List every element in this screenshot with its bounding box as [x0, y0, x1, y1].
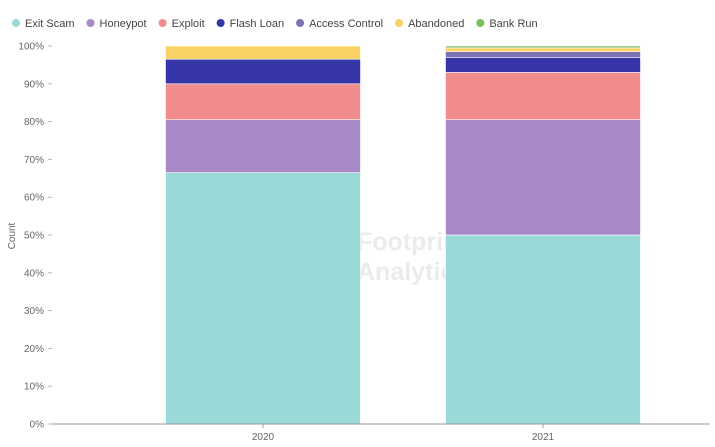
bar-segment-flash-loan-2021[interactable] — [445, 57, 641, 73]
bar-segment-access-control-2021[interactable] — [445, 51, 641, 58]
legend-item-exploit[interactable]: Exploit — [172, 18, 205, 30]
bar-segment-honeypot-2021[interactable] — [445, 119, 641, 236]
legend-item-abandoned[interactable]: Abandoned — [408, 18, 464, 30]
y-tick-label: 50% — [24, 231, 44, 242]
bar-segment-honeypot-2020[interactable] — [165, 119, 361, 173]
legend-item-access-control[interactable]: Access Control — [309, 18, 383, 30]
bar-segment-exit-scam-2021[interactable] — [445, 234, 641, 425]
y-tick-label: 60% — [24, 193, 44, 204]
y-tick-label: 40% — [24, 268, 44, 279]
bar-segment-abandoned-2021[interactable] — [445, 47, 641, 52]
y-axis: 0% 10% 20% 30% 40% 50% 60% 70% 80% 90% 100% — [18, 42, 52, 431]
x-axis: 2020 2021 — [252, 424, 555, 443]
legend-item-honeypot[interactable]: Honeypot — [100, 18, 147, 30]
legend-swatch-exploit — [158, 19, 167, 27]
bar-segment-bank-run-2021[interactable] — [445, 45, 641, 49]
y-tick-label: 80% — [24, 117, 44, 128]
legend-swatch-honeypot — [86, 19, 95, 27]
bar-segment-abandoned-2020[interactable] — [165, 45, 361, 60]
y-tick-label: 30% — [24, 306, 44, 317]
legend-item-bank-run[interactable]: Bank Run — [489, 18, 537, 30]
legend-swatch-abandoned — [395, 19, 404, 27]
y-tick-label: 0% — [30, 420, 45, 431]
legend-item-flash-loan[interactable]: Flash Loan — [230, 18, 284, 30]
y-tick-label: 100% — [18, 42, 44, 53]
x-tick-label-2021: 2021 — [532, 432, 555, 443]
bar-segment-exit-scam-2020[interactable] — [165, 172, 361, 425]
y-axis-title: Count — [7, 222, 18, 249]
y-tick-label: 70% — [24, 155, 44, 166]
bar-segment-exploit-2020[interactable] — [165, 83, 361, 121]
legend-swatch-bank-run — [476, 19, 485, 27]
legend-swatch-flash-loan — [216, 19, 225, 27]
bar-segment-exploit-2021[interactable] — [445, 72, 641, 121]
legend-swatch-access-control — [296, 19, 305, 27]
legend-swatch-exit-scam — [12, 19, 20, 27]
legend: Exit Scam Honeypot Exploit Flash Loan Access… — [12, 18, 538, 30]
y-tick-label: 20% — [24, 344, 44, 355]
y-tick-label: 90% — [24, 79, 44, 90]
bar-segment-flash-loan-2020[interactable] — [165, 58, 361, 85]
legend-item-exit-scam[interactable]: Exit Scam — [25, 18, 75, 30]
y-tick-label: 10% — [24, 382, 44, 393]
bars — [165, 45, 641, 425]
x-tick-label-2020: 2020 — [252, 432, 275, 443]
